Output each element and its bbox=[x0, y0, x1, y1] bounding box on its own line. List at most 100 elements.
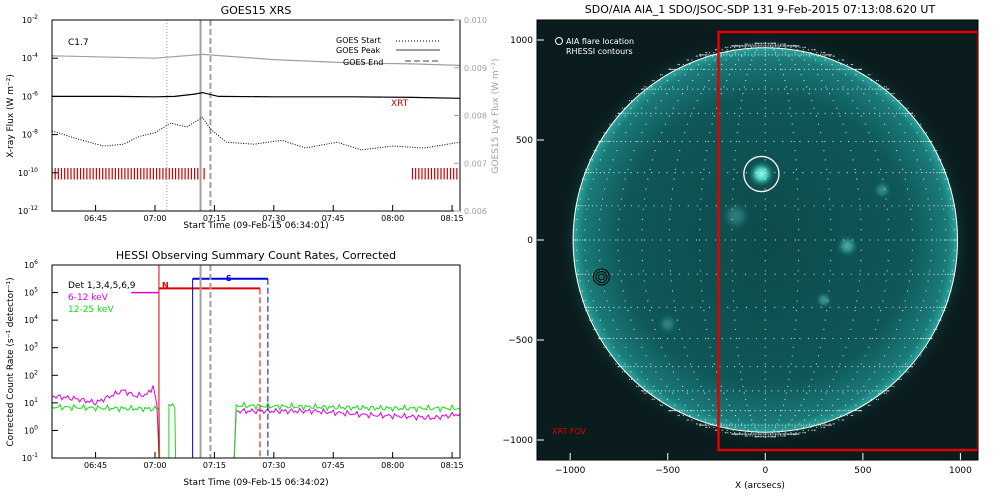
aia-grid-dot bbox=[633, 149, 635, 152]
aia-grid-dot bbox=[842, 239, 845, 241]
aia-grid-dot bbox=[693, 410, 695, 412]
aia-grid-dot bbox=[941, 205, 943, 207]
aia-grid-dot bbox=[876, 93, 878, 95]
aia-grid-dot bbox=[800, 54, 802, 56]
aia-grid-dot bbox=[794, 68, 796, 70]
aia-grid-dot bbox=[647, 100, 649, 102]
aia-grid-dot bbox=[777, 435, 779, 437]
aia-grid-dot bbox=[701, 424, 703, 426]
aia-grid-dot bbox=[797, 410, 799, 412]
aia-grid-dot bbox=[751, 46, 753, 48]
aia-grid-dot bbox=[689, 337, 691, 340]
aia-grid-dot bbox=[933, 273, 935, 275]
aia-grid-dot bbox=[759, 410, 761, 412]
aia-grid-dot bbox=[624, 178, 626, 180]
aia-grid-dot bbox=[752, 433, 754, 435]
aia-grid-dot bbox=[630, 112, 632, 114]
aia-grid-dot bbox=[780, 112, 782, 114]
aia-grid-dot bbox=[821, 398, 823, 400]
aia-grid-dot bbox=[764, 80, 766, 82]
aia-grid-dot bbox=[885, 239, 887, 241]
aia-flare-circle bbox=[743, 155, 780, 193]
aia-grid-dot bbox=[709, 54, 711, 56]
aia-grid-dot bbox=[730, 410, 732, 412]
aia-grid-dot bbox=[693, 68, 695, 70]
aia-rhessi-contour bbox=[597, 273, 605, 281]
aia-grid-dot bbox=[615, 363, 617, 365]
aia-grid-dot bbox=[706, 205, 708, 207]
aia-grid-dot bbox=[838, 68, 840, 70]
goes-xrt-coverage bbox=[52, 168, 205, 180]
aia-grid-dot bbox=[643, 390, 646, 392]
aia-grid-dot bbox=[747, 435, 749, 437]
aia-grid-dot bbox=[730, 55, 732, 57]
aia-grid-dot bbox=[734, 54, 737, 56]
aia-grid-dot bbox=[764, 149, 766, 152]
aia-grid-dot bbox=[808, 423, 811, 425]
aia-grid-dot bbox=[856, 68, 858, 70]
aia-grid-dot bbox=[689, 414, 691, 417]
aia-grid-dot bbox=[618, 172, 620, 174]
aia-grid-dot bbox=[705, 239, 707, 241]
aia-grid-dot bbox=[756, 366, 759, 368]
aia-grid-dot bbox=[894, 115, 896, 117]
aia-grid-dot bbox=[906, 290, 909, 292]
aia-grid-dot bbox=[676, 319, 679, 321]
aia-grid-dot bbox=[723, 86, 725, 88]
goes-series-lya bbox=[52, 53, 460, 66]
aia-grid-dot bbox=[636, 385, 638, 387]
aia-grid-dot bbox=[715, 371, 718, 373]
aia-grid-dot bbox=[742, 93, 744, 95]
aia-grid-dot bbox=[726, 52, 728, 54]
aia-grid-dot bbox=[704, 86, 706, 88]
aia-grid-dot bbox=[877, 319, 879, 321]
aia-grid-dot bbox=[596, 205, 598, 207]
aia-grid-dot bbox=[779, 68, 781, 70]
aia-grid-dot bbox=[711, 112, 714, 114]
aia-grid-dot bbox=[852, 319, 854, 321]
aia-grid-dot bbox=[921, 172, 923, 174]
aia-grid-dot bbox=[686, 239, 688, 241]
aia-grid-dot bbox=[797, 424, 799, 426]
aia-grid-dot bbox=[686, 392, 689, 394]
aia-grid-dot bbox=[781, 410, 783, 412]
aia-grid-dot bbox=[791, 433, 793, 435]
aia-grid-dot bbox=[838, 410, 840, 412]
aia-grid-dot bbox=[725, 68, 727, 70]
aia-grid-dot bbox=[904, 132, 906, 134]
aia-grid-dot bbox=[808, 54, 810, 56]
aia-grid-dot bbox=[821, 140, 823, 143]
aia-grid-dot bbox=[677, 378, 679, 380]
aia-grid-dot bbox=[731, 208, 733, 210]
aia-grid-dot bbox=[794, 205, 796, 207]
aia-grid-dot bbox=[871, 88, 873, 90]
aia-grid-dot bbox=[732, 290, 734, 292]
aia-grid-dot bbox=[732, 178, 735, 180]
aia-grid-dot bbox=[906, 188, 909, 190]
aia-grid-dot bbox=[784, 433, 786, 436]
aia-grid-dot bbox=[916, 172, 918, 174]
aia-grid-dot bbox=[905, 115, 907, 117]
hessi-night-label: N bbox=[162, 281, 169, 290]
aia-grid-dot bbox=[708, 172, 711, 174]
aia-grid-dot bbox=[781, 429, 783, 431]
aia-grid-dot bbox=[603, 149, 605, 152]
aia-grid-dot bbox=[833, 239, 835, 241]
hessi-ytick-label: 106 bbox=[24, 259, 38, 270]
aia-grid-dot bbox=[904, 178, 906, 180]
goes-ytick-label: 10-2 bbox=[22, 14, 38, 25]
aia-grid-dot bbox=[751, 45, 753, 47]
aia-grid-dot bbox=[641, 249, 643, 251]
aia-grid-dot bbox=[899, 366, 901, 368]
aia-grid-dot bbox=[785, 424, 787, 426]
aia-grid-dot bbox=[655, 366, 657, 368]
aia-grid-dot bbox=[857, 68, 859, 70]
aia-grid-dot bbox=[701, 188, 703, 190]
aia-grid-dot bbox=[642, 390, 644, 392]
aia-grid-dot bbox=[800, 74, 802, 76]
aia-grid-dot bbox=[845, 68, 847, 70]
aia-grid-dot bbox=[825, 392, 827, 394]
aia-grid-dot bbox=[585, 218, 587, 221]
aia-grid-dot bbox=[643, 88, 646, 90]
